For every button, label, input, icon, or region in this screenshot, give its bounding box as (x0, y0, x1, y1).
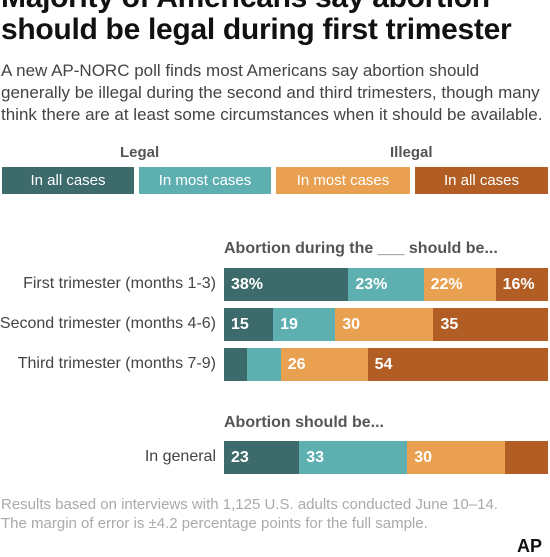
legend-illegal-all: In all cases (415, 167, 548, 194)
seg-illegal-most (423, 268, 497, 301)
seg-illegal-most (407, 441, 506, 474)
footnote-line-2: The margin of error is ±4.2 percentage p… (1, 515, 428, 532)
data-label: 23 (231, 449, 249, 466)
legend-illegal-heading: Illegal (390, 144, 433, 161)
seg-illegal-all (433, 308, 549, 341)
footnote-line-1: Results based on interviews with 1,125 U… (1, 496, 498, 513)
seg-illegal-all (495, 268, 549, 301)
data-label: 54 (374, 356, 393, 373)
row-label: Second trimester (months 4-6) (0, 315, 216, 332)
data-label: 22% (430, 276, 463, 293)
seg-legal-most (273, 308, 336, 341)
data-label: 26 (287, 356, 306, 373)
seg-legal-most (299, 441, 408, 474)
footnote: Results based on interviews with 1,125 U… (1, 495, 498, 533)
section-heading-1: Abortion during the ___ should be... (224, 240, 498, 257)
data-label: 15 (231, 316, 249, 333)
seg-legal-most (247, 348, 282, 381)
section-heading-2: Abortion should be... (224, 414, 384, 431)
data-label: 38% (231, 276, 264, 293)
seg-legal-all (224, 441, 300, 474)
chart-title: Majority of Americans say abortion shoul… (1, 0, 549, 46)
seg-legal-all (224, 268, 349, 301)
seg-legal-most (348, 268, 425, 301)
ap-logo: AP (516, 536, 542, 556)
data-label: 23% (355, 276, 388, 293)
legend-legal-all: In all cases (2, 167, 134, 194)
title-line-2: should be legal during first trimester (1, 13, 512, 46)
data-label: 19 (280, 316, 298, 333)
seg-illegal-most (335, 308, 434, 341)
chart-subtitle: A new AP-NORC poll finds most Americans … (1, 61, 543, 124)
seg-illegal-all (505, 441, 549, 474)
data-label: 16% (502, 276, 535, 293)
row-label: In general (144, 448, 216, 465)
data-label: 30 (414, 449, 433, 466)
legend-legal-heading: Legal (120, 144, 160, 161)
seg-illegal-all (367, 348, 549, 381)
seg-legal-all (224, 348, 248, 381)
row-label: First trimester (months 1-3) (23, 275, 216, 292)
title-line-1: Majority of Americans say abortion (1, 0, 549, 14)
data-label: 35 (440, 316, 459, 333)
legend-illegal-most: In most cases (276, 167, 410, 194)
data-label: 33 (306, 449, 325, 466)
data-label: 30 (342, 316, 361, 333)
seg-illegal-most (280, 348, 369, 381)
row-label: Third trimester (months 7-9) (17, 355, 216, 372)
legend-legal-most: In most cases (139, 167, 271, 194)
seg-legal-all (224, 308, 274, 341)
